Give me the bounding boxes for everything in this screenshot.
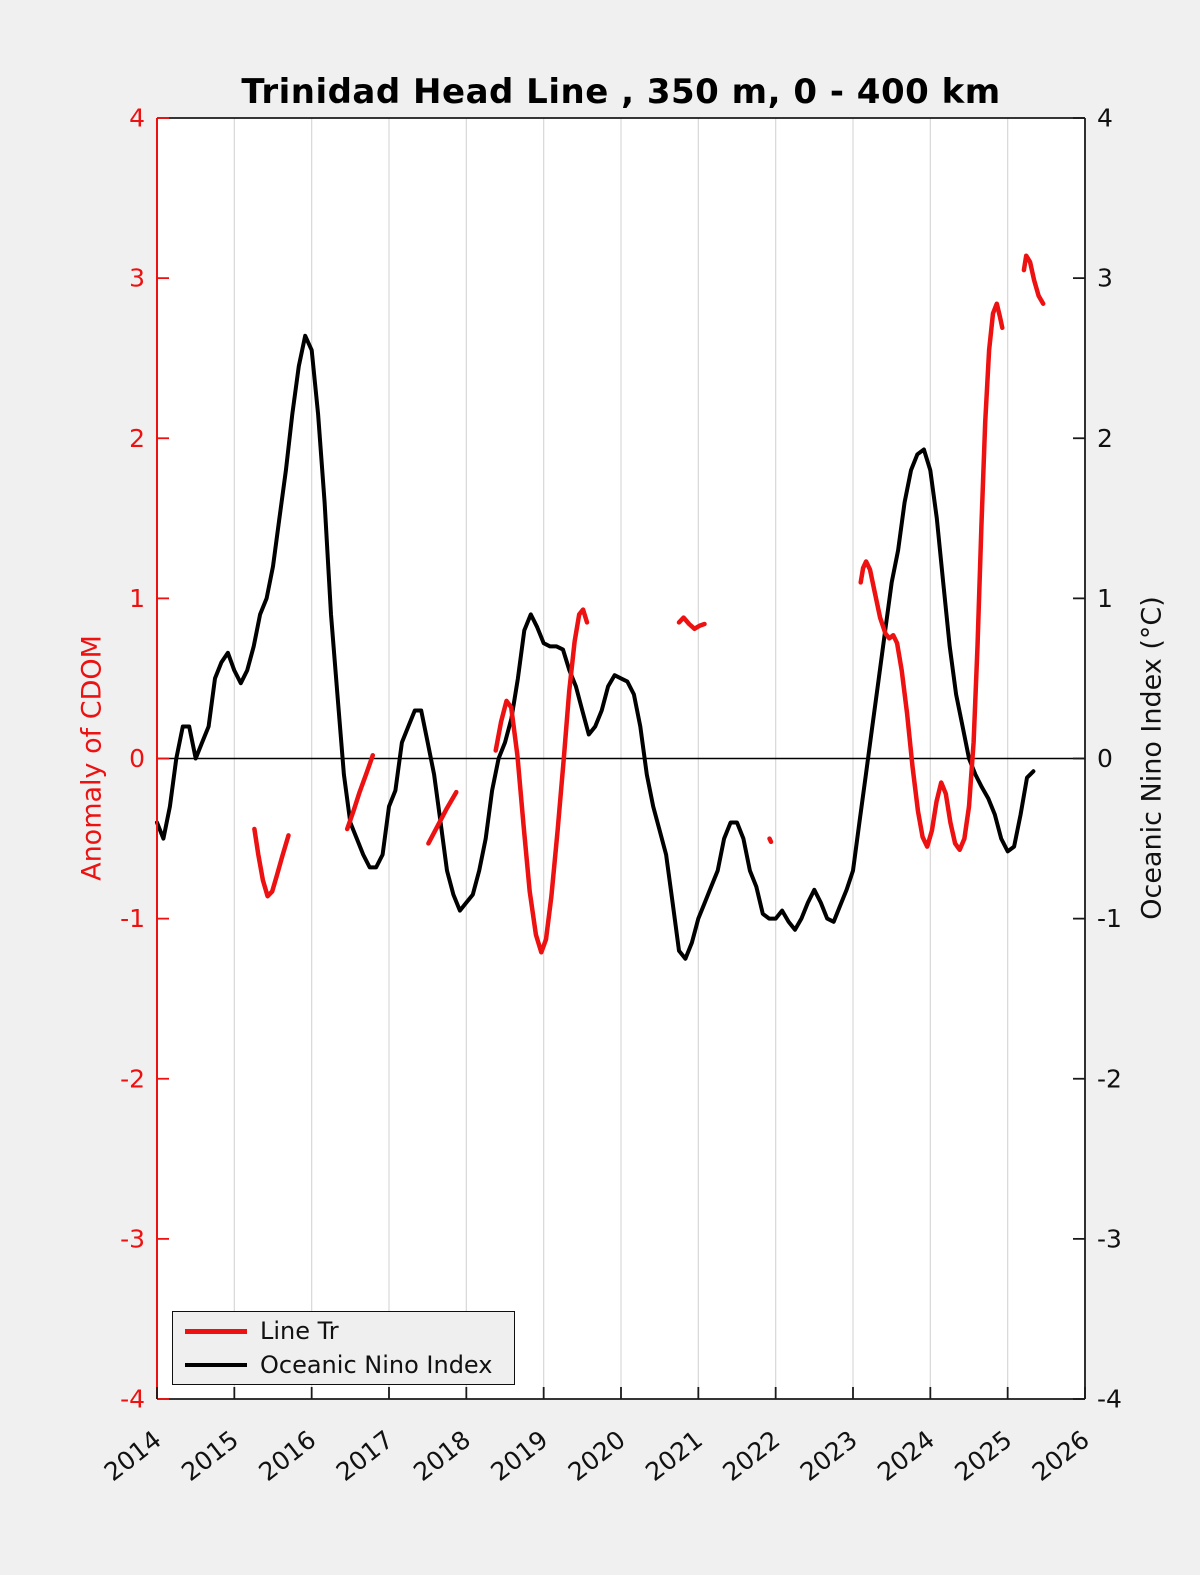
x-tick-label: 2016 bbox=[253, 1425, 321, 1487]
legend: Line Tr Oceanic Nino Index bbox=[172, 1311, 515, 1385]
left-tick-label: 4 bbox=[129, 104, 145, 133]
left-tick-label: 3 bbox=[129, 264, 145, 293]
x-tick-label: 2023 bbox=[795, 1425, 863, 1487]
x-tick-label: 2022 bbox=[717, 1425, 785, 1487]
left-tick-label: -2 bbox=[120, 1064, 145, 1093]
legend-swatch-black-line bbox=[185, 1363, 247, 1367]
series-line-tr-segment-2 bbox=[426, 789, 459, 846]
left-tick-label: 2 bbox=[129, 424, 145, 453]
x-tick-label: 2024 bbox=[872, 1425, 940, 1487]
right-tick-label: -4 bbox=[1097, 1385, 1122, 1414]
x-tick-label: 2025 bbox=[949, 1425, 1017, 1487]
right-tick-label: 0 bbox=[1097, 744, 1113, 773]
x-tick-label: 2020 bbox=[563, 1425, 631, 1487]
right-tick-label: -3 bbox=[1097, 1224, 1122, 1253]
chart-title: Trinidad Head Line , 350 m, 0 - 400 km bbox=[241, 72, 1001, 112]
x-tick-label: 2021 bbox=[640, 1425, 708, 1487]
series-line-tr-segment-5 bbox=[767, 836, 774, 845]
series-line-tr-segment-7 bbox=[1021, 253, 1046, 306]
series-oceanic-nino-index bbox=[155, 333, 1036, 961]
left-tick-label: -1 bbox=[120, 904, 145, 933]
x-tick-label: 2017 bbox=[331, 1425, 399, 1487]
right-tick-label: 1 bbox=[1097, 584, 1113, 613]
x-tick-label: 2019 bbox=[485, 1425, 553, 1487]
left-tick-label: 0 bbox=[129, 744, 145, 773]
series-line-tr-segment-6 bbox=[858, 301, 1005, 853]
legend-swatch-red-line bbox=[185, 1328, 247, 1334]
x-tick-label: 2014 bbox=[99, 1425, 167, 1487]
x-tick-label: 2026 bbox=[1027, 1425, 1095, 1487]
legend-label: Oceanic Nino Index bbox=[260, 1351, 493, 1379]
left-tick-label: 1 bbox=[129, 584, 145, 613]
right-tick-label: 4 bbox=[1097, 104, 1113, 133]
x-tick-label: 2015 bbox=[176, 1425, 244, 1487]
left-tick-label: -4 bbox=[120, 1385, 145, 1414]
left-axis-label: Anomaly of CDOM bbox=[76, 635, 108, 881]
right-tick-label: 2 bbox=[1097, 424, 1113, 453]
right-tick-label: 3 bbox=[1097, 264, 1113, 293]
series-line-tr-segment-4 bbox=[676, 615, 707, 632]
series-line-tr-segment-1 bbox=[344, 753, 376, 832]
left-tick-label: -3 bbox=[120, 1224, 145, 1253]
right-tick-label: -1 bbox=[1097, 904, 1122, 933]
series-line-tr-segment-3 bbox=[493, 607, 590, 955]
right-axis-label: Oceanic Nino Index (°C) bbox=[1136, 596, 1168, 920]
legend-entry-oceanic-nino-index: Oceanic Nino Index bbox=[173, 1351, 514, 1379]
right-tick-label: -2 bbox=[1097, 1064, 1122, 1093]
x-tick-label: 2018 bbox=[408, 1425, 476, 1487]
legend-label: Line Tr bbox=[260, 1317, 339, 1345]
legend-entry-line-tr: Line Tr bbox=[173, 1317, 514, 1345]
series-line-tr-segment-0 bbox=[252, 826, 291, 899]
